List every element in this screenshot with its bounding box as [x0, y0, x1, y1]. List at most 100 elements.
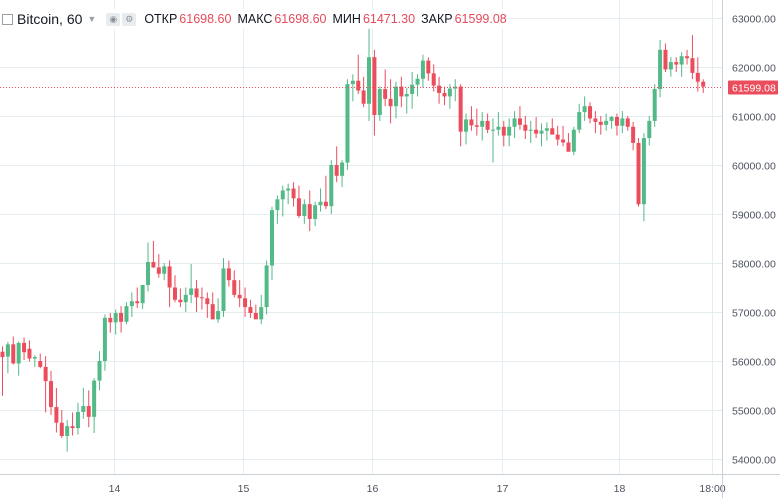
candle-body [5, 344, 10, 357]
candle [361, 76, 366, 108]
candle [119, 306, 124, 333]
candle-body [221, 268, 226, 312]
x-tick-label: 15 [238, 483, 250, 495]
candle-body [588, 106, 593, 119]
chevron-down-icon[interactable]: ▼ [87, 14, 97, 24]
candle [636, 138, 641, 207]
candle-body [534, 129, 539, 134]
candle-body [11, 344, 16, 364]
candle-body [469, 119, 474, 126]
candle-body [410, 84, 415, 94]
candle-body [259, 307, 264, 320]
candle [604, 113, 609, 131]
candle [582, 96, 587, 121]
candle [210, 292, 215, 320]
symbol-name[interactable]: Bitcoin [17, 11, 60, 27]
candle [275, 195, 280, 224]
candle [129, 292, 134, 317]
candle-body [636, 142, 641, 205]
candle [641, 133, 646, 222]
candle-body [323, 201, 328, 207]
high-label: МАКС [237, 12, 273, 26]
candle [146, 242, 151, 292]
candle [695, 57, 700, 92]
candle [156, 254, 161, 278]
candle-body [593, 118, 598, 122]
candle-body [641, 138, 646, 205]
candle [221, 258, 226, 317]
candle [410, 71, 415, 109]
candle-body [86, 406, 91, 417]
settings-icon[interactable]: ⚙ [122, 12, 137, 26]
candle-body [226, 268, 231, 281]
candle [685, 49, 690, 65]
candle-body [119, 312, 124, 322]
candle [43, 356, 48, 413]
candle [135, 287, 140, 309]
candle-body [70, 426, 75, 429]
candle [270, 206, 274, 281]
candle-body [372, 57, 377, 116]
close-value: 61599.08 [454, 12, 507, 26]
candle-body [286, 188, 291, 191]
candle [124, 302, 129, 325]
candle [216, 298, 221, 323]
candle-body [302, 204, 307, 216]
candle-body [124, 306, 129, 322]
candle [350, 74, 355, 102]
candle [59, 410, 64, 438]
candle-body [647, 120, 652, 139]
candle-body [280, 190, 285, 200]
symbol-separator: , [59, 11, 67, 27]
candle [307, 190, 312, 232]
candle-body [404, 93, 409, 97]
eye-icon[interactable]: ◉ [106, 12, 121, 26]
candle-body [345, 84, 350, 163]
candle [205, 292, 210, 318]
candle [189, 263, 194, 304]
candle-body [474, 125, 479, 127]
candle-body [183, 294, 188, 303]
candle-body [32, 357, 37, 359]
candle [296, 185, 301, 218]
candle [345, 79, 350, 170]
candle-body [205, 298, 210, 305]
candle-body [167, 266, 172, 288]
candle-body [437, 85, 442, 93]
interval-label[interactable]: 60 [66, 11, 83, 27]
candle [614, 113, 619, 136]
candle-body [291, 188, 296, 199]
candle [0, 346, 5, 396]
grid-layer [0, 0, 722, 474]
candle [399, 76, 404, 108]
candle [593, 111, 598, 134]
candle [5, 341, 10, 374]
open-value: 61698.60 [179, 12, 232, 26]
candle-body [243, 298, 248, 308]
candle [663, 43, 668, 72]
candle-body [566, 142, 571, 152]
y-tick-label: 57000.00 [732, 308, 776, 320]
candle [571, 126, 576, 156]
candle-body [582, 106, 587, 113]
candle [113, 309, 118, 335]
candle-body [113, 312, 118, 323]
candle [701, 79, 706, 93]
candle-body [49, 381, 54, 408]
candle-body [453, 86, 458, 89]
candle [674, 57, 679, 72]
candle-body [383, 89, 388, 99]
candle-body [571, 129, 576, 152]
candle-body [539, 130, 544, 134]
candle [377, 86, 382, 121]
low-label: МИН [332, 12, 361, 26]
candle-body [458, 86, 463, 132]
candle [313, 201, 318, 227]
series-toggle-icon[interactable] [2, 13, 13, 25]
candle-body [485, 120, 490, 130]
candle [609, 116, 614, 129]
candle-body [625, 118, 630, 127]
